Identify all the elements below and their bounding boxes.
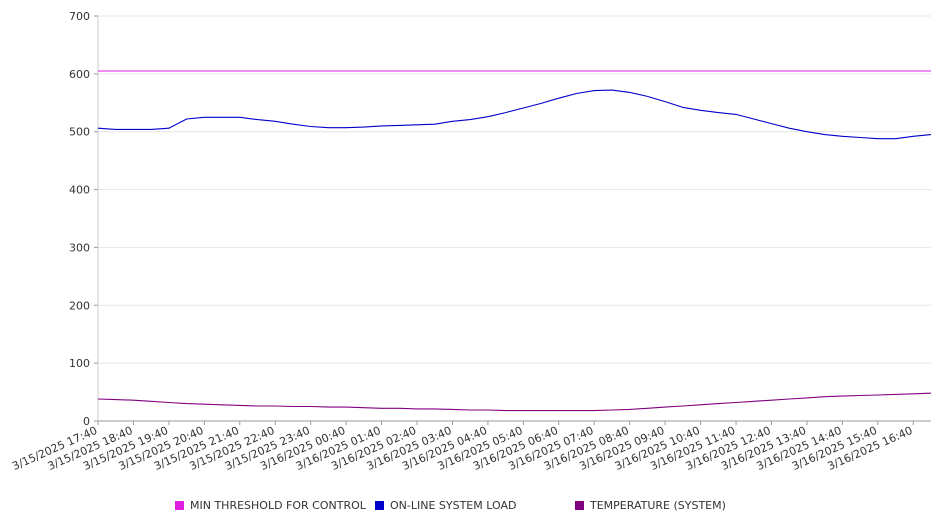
y-tick-label: 400 — [69, 184, 90, 197]
legend-item-temperature: TEMPERATURE (SYSTEM) — [575, 499, 726, 512]
series-line-on-line-system-load — [97, 89, 932, 140]
legend-item-system-load: ON-LINE SYSTEM LOAD — [375, 499, 516, 512]
y-tick-label: 700 — [69, 10, 90, 23]
gridlines — [98, 15, 931, 364]
y-tick-label: 300 — [69, 241, 90, 254]
y-tick-label: 0 — [83, 415, 90, 428]
legend: MIN THRESHOLD FOR CONTROL ON-LINE SYSTEM… — [0, 499, 946, 515]
legend-swatch-system-load — [375, 501, 384, 510]
legend-label-system-load: ON-LINE SYSTEM LOAD — [390, 499, 517, 512]
y-tick-label: 100 — [69, 357, 90, 370]
legend-swatch-min-threshold — [175, 501, 184, 510]
y-tick-labels: 0 100 200 300 400 500 600 700 — [69, 10, 90, 428]
y-tick-label: 500 — [69, 126, 90, 139]
y-tick-label: 600 — [69, 68, 90, 81]
legend-label-temperature: TEMPERATURE (SYSTEM) — [590, 499, 726, 512]
x-tick-labels: 3/15/2025 17:403/15/2025 18:403/15/2025 … — [10, 424, 914, 473]
y-tick-label: 200 — [69, 299, 90, 312]
legend-swatch-temperature — [575, 501, 584, 510]
legend-item-min-threshold: MIN THRESHOLD FOR CONTROL — [175, 499, 366, 512]
series-lines — [97, 70, 932, 412]
legend-label-min-threshold: MIN THRESHOLD FOR CONTROL — [190, 499, 366, 512]
axes — [94, 15, 931, 425]
series-line-temperature-system — [97, 392, 932, 412]
